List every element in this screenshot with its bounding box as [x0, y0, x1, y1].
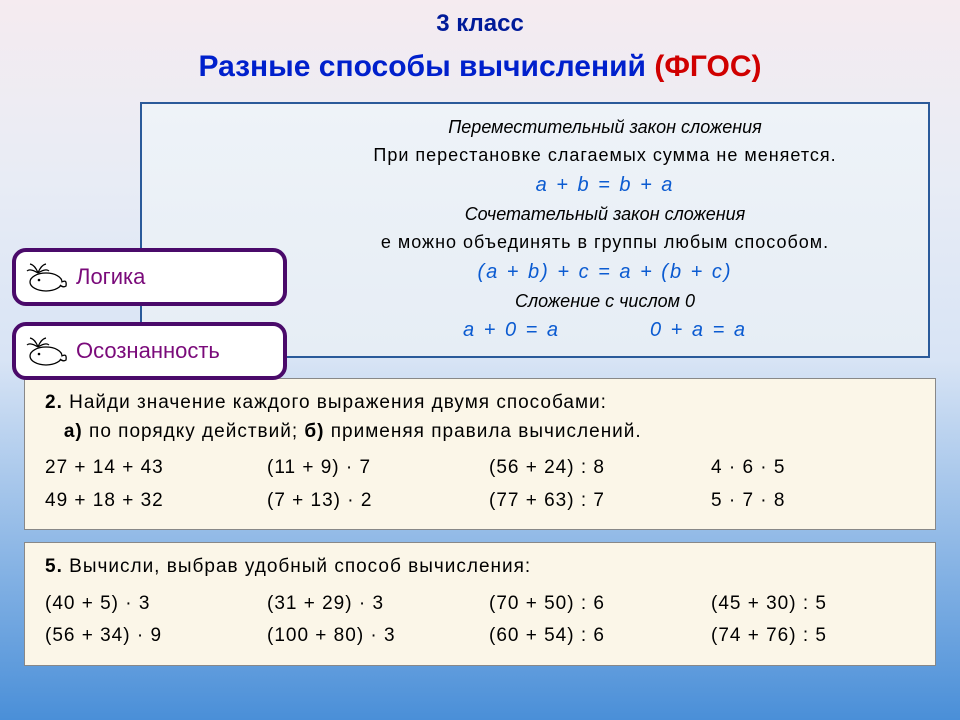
- task2-b-label: б): [304, 421, 324, 442]
- whale-icon: [24, 329, 68, 373]
- expr: 49 + 18 + 32: [45, 487, 249, 516]
- expr: (100 + 80) · 3: [267, 622, 471, 651]
- tag-label: Логика: [76, 264, 145, 290]
- expr: 4 · 6 · 5: [711, 454, 915, 483]
- law1-title: Переместительный закон сложения: [302, 114, 908, 142]
- expr: (45 + 30) : 5: [711, 590, 915, 619]
- expr: (7 + 13) · 2: [267, 487, 471, 516]
- expr: (77 + 63) : 7: [489, 487, 693, 516]
- law3-formula-a: a + 0 = a: [463, 319, 560, 341]
- expr: 27 + 14 + 43: [45, 454, 249, 483]
- page-title: Разные способы вычислений (ФГОС): [0, 38, 960, 102]
- expr: (11 + 9) · 7: [267, 454, 471, 483]
- tag-logic[interactable]: Логика: [12, 248, 287, 306]
- task5-header: 5. Вычисли, выбрав удобный способ вычисл…: [45, 553, 915, 582]
- law2-text: е можно объединять в группы любым способ…: [302, 229, 908, 257]
- task2-line1: Найди значение каждого выражения двумя с…: [69, 392, 607, 413]
- law2-title: Сочетательный закон сложения: [302, 201, 908, 229]
- expr: (60 + 54) : 6: [489, 622, 693, 651]
- tag-label: Осознанность: [76, 338, 220, 364]
- task2-num: 2.: [45, 392, 63, 413]
- grade-title: 3 класс: [0, 0, 960, 38]
- law1-text: При перестановке слагаемых сумма не меня…: [302, 142, 908, 170]
- law1-formula: a + b = b + a: [302, 170, 908, 201]
- laws-panel: Переместительный закон сложения При пере…: [140, 102, 930, 358]
- expr: (74 + 76) : 5: [711, 622, 915, 651]
- task2-a-text: по порядку действий;: [89, 421, 298, 442]
- whale-icon: [24, 255, 68, 299]
- task5-num: 5.: [45, 556, 63, 577]
- task-2: 2. Найди значение каждого выражения двум…: [24, 378, 936, 530]
- law3-title: Сложение с числом 0: [302, 288, 908, 316]
- law3-formula: a + 0 = a 0 + a = a: [302, 315, 908, 346]
- expr: (31 + 29) · 3: [267, 590, 471, 619]
- tag-awareness[interactable]: Осознанность: [12, 322, 287, 380]
- law2-formula: (a + b) + c = a + (b + c): [302, 257, 908, 288]
- task5-line1: Вычисли, выбрав удобный способ вычислени…: [69, 556, 531, 577]
- task2-b-text: применяя правила вычислений.: [331, 421, 642, 442]
- title-text: Разные способы вычислений: [198, 50, 646, 83]
- task2-grid: 27 + 14 + 43 (11 + 9) · 7 (56 + 24) : 8 …: [45, 454, 915, 515]
- title-suffix: (ФГОС): [654, 50, 761, 83]
- expr: (56 + 24) : 8: [489, 454, 693, 483]
- law3-formula-b: 0 + a = a: [650, 319, 747, 341]
- task5-grid: (40 + 5) · 3 (31 + 29) · 3 (70 + 50) : 6…: [45, 590, 915, 651]
- task2-header: 2. Найди значение каждого выражения двум…: [45, 389, 915, 446]
- expr: 5 · 7 · 8: [711, 487, 915, 516]
- expr: (70 + 50) : 6: [489, 590, 693, 619]
- expr: (40 + 5) · 3: [45, 590, 249, 619]
- task-5: 5. Вычисли, выбрав удобный способ вычисл…: [24, 542, 936, 666]
- expr: (56 + 34) · 9: [45, 622, 249, 651]
- task2-a-label: а): [64, 421, 83, 442]
